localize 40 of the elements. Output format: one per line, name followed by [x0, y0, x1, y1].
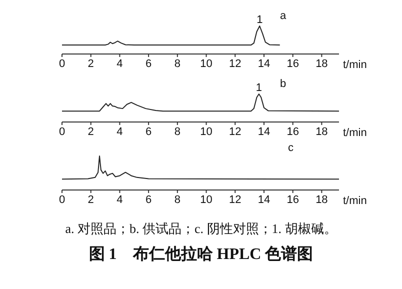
- x-tick-label: 14: [258, 58, 270, 70]
- x-tick-label: 18: [316, 58, 328, 70]
- chart-title: b: [280, 78, 286, 90]
- x-tick-label: 8: [174, 58, 180, 70]
- x-tick-label: 10: [200, 126, 212, 138]
- x-tick-label: 18: [316, 194, 328, 206]
- x-tick-label: 4: [116, 58, 123, 70]
- x-tick-label: 16: [286, 194, 299, 206]
- annotation: 1: [256, 14, 263, 26]
- x-tick-label: 10: [200, 58, 212, 70]
- x-tick-label: 14: [258, 126, 270, 138]
- x-tick-label: 6: [146, 126, 152, 138]
- x-tick-label: 10: [200, 194, 212, 206]
- annotation: 1: [256, 82, 262, 94]
- x-tick-label: 4: [116, 194, 123, 206]
- x-tick-label: 6: [146, 194, 152, 206]
- x-tick-label: 16: [286, 58, 299, 70]
- x-tick-label: 4: [116, 126, 123, 138]
- x-tick-label: 0: [58, 58, 66, 70]
- x-tick-label: 2: [88, 126, 94, 138]
- x-tick-label: 2: [88, 194, 94, 206]
- x-tick-label: 18: [316, 126, 328, 138]
- x-tick-label: 0: [58, 126, 66, 138]
- x-tick-label: 6: [146, 58, 152, 70]
- x-axis-title: t/min: [343, 126, 367, 139]
- x-tick-label: 2: [88, 58, 94, 70]
- x-tick-label: 12: [229, 126, 242, 138]
- x-axis-title: t/min: [343, 58, 367, 71]
- chart-title: a: [280, 10, 286, 22]
- x-axis-title: t/min: [343, 194, 367, 207]
- text: 图 1 布仁他拉哈 HPLC 色谱图: [88, 244, 314, 265]
- text: a. 对照品；b. 供试品；c. 阴性对照；1. 胡椒碱。: [64, 220, 338, 238]
- x-tick-label: 0: [58, 194, 66, 206]
- x-tick-label: 8: [174, 126, 180, 138]
- x-tick-label: 14: [258, 194, 270, 206]
- x-tick-label: 16: [286, 126, 299, 138]
- x-tick-label: 12: [229, 58, 242, 70]
- x-tick-label: 12: [229, 194, 242, 206]
- chart-title: c: [288, 142, 294, 154]
- x-tick-label: 8: [174, 194, 180, 206]
